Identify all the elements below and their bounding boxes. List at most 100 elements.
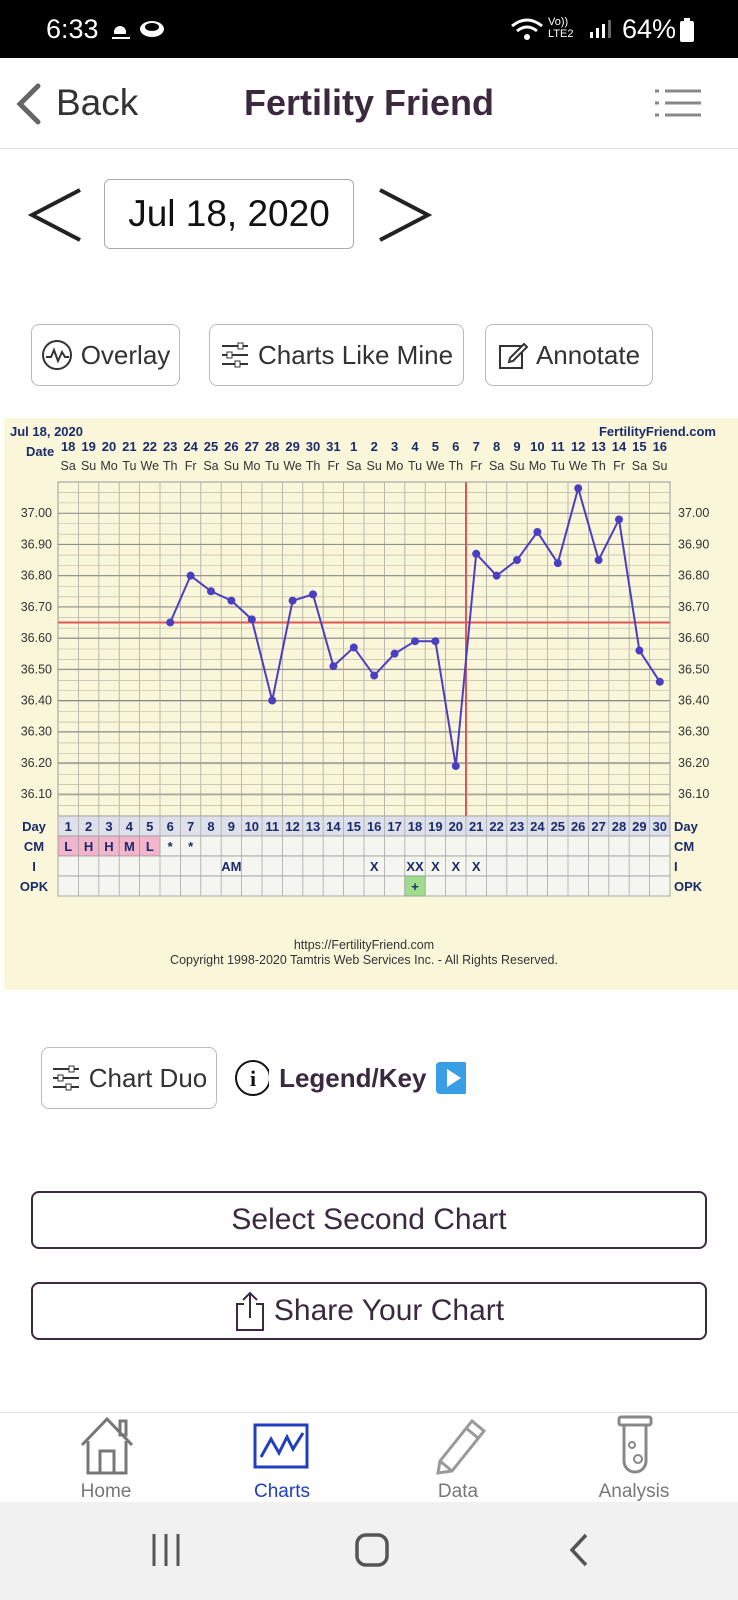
y-tick-label-right: 36.80 xyxy=(678,569,709,583)
row-cm-value: * xyxy=(188,839,194,854)
row-cm-value: L xyxy=(146,839,154,854)
prev-date-arrow-icon[interactable] xyxy=(28,186,84,244)
annotate-button[interactable]: Annotate xyxy=(485,324,653,386)
legend-key-link[interactable]: i Legend/Key xyxy=(234,1058,466,1098)
tab-analysis-label: Analysis xyxy=(598,1481,670,1502)
play-icon xyxy=(436,1062,466,1094)
weekday-label: Tu xyxy=(408,459,422,473)
row-cm-value: L xyxy=(64,839,72,854)
date-label: 29 xyxy=(285,439,299,454)
temperature-point xyxy=(492,571,501,580)
date-label: 24 xyxy=(183,439,198,454)
charts-like-mine-button[interactable]: Charts Like Mine xyxy=(209,324,464,386)
temperature-point xyxy=(207,587,215,596)
row-day-value: 6 xyxy=(167,819,174,834)
row-day-value: 29 xyxy=(632,819,646,834)
chart-duo-button[interactable]: Chart Duo xyxy=(41,1047,217,1109)
back-label: Back xyxy=(56,82,139,123)
date-label: 10 xyxy=(530,439,544,454)
y-tick-label-right: 36.10 xyxy=(678,787,709,801)
next-date-arrow-icon[interactable] xyxy=(376,186,432,244)
date-label: 20 xyxy=(102,439,116,454)
weekday-label: Fr xyxy=(613,459,625,473)
temperature-point xyxy=(635,646,644,655)
date-label: 5 xyxy=(432,439,439,454)
recents-icon[interactable] xyxy=(150,1532,184,1568)
temperature-point xyxy=(288,596,297,605)
y-tick-label-left: 36.60 xyxy=(21,631,52,645)
date-label: 12 xyxy=(571,439,585,454)
row-day-value: 24 xyxy=(530,819,545,834)
date-label: 26 xyxy=(224,439,238,454)
temperature-point xyxy=(451,762,460,771)
weekday-label: Fr xyxy=(470,459,482,473)
chart-duo-label: Chart Duo xyxy=(88,1062,208,1093)
weekday-label: Su xyxy=(367,459,382,473)
date-label: 3 xyxy=(391,439,398,454)
home-nav-icon[interactable] xyxy=(354,1532,390,1568)
row-day-value: 25 xyxy=(551,819,565,834)
weekday-label: Th xyxy=(591,459,606,473)
date-label: 21 xyxy=(122,439,136,454)
tab-analysis[interactable]: Analysis xyxy=(542,1413,726,1503)
row-day-value: 21 xyxy=(469,819,483,834)
date-label: 2 xyxy=(371,439,378,454)
row-day-value: 20 xyxy=(449,819,463,834)
row-day-value: 27 xyxy=(591,819,605,834)
back-nav-icon[interactable] xyxy=(564,1532,594,1568)
weekday-label: Sa xyxy=(632,459,647,473)
y-tick-label-left: 36.90 xyxy=(21,537,52,551)
network-label: Vo)) LTE2 xyxy=(548,16,574,40)
weekday-label: Sa xyxy=(346,459,361,473)
row-day-value: 3 xyxy=(105,819,112,834)
tab-data[interactable]: Data xyxy=(366,1413,550,1503)
weather-icons xyxy=(110,21,164,39)
date-label: 18 xyxy=(61,439,75,454)
date-label: 4 xyxy=(411,439,419,454)
weekday-label: Fr xyxy=(327,459,339,473)
weekday-label: Su xyxy=(81,459,96,473)
row-cm-value: * xyxy=(168,839,174,854)
row-label-left: CM xyxy=(24,839,44,854)
row-day-value: 4 xyxy=(126,819,134,834)
y-tick-label-right: 36.70 xyxy=(678,600,709,614)
weekday-label: We xyxy=(426,459,445,473)
share-chart-button[interactable]: Share Your Chart xyxy=(31,1282,707,1340)
weekday-label: Tu xyxy=(551,459,565,473)
y-tick-label-left: 37.00 xyxy=(21,506,52,520)
date-label: 11 xyxy=(551,439,565,454)
select-second-chart-button[interactable]: Select Second Chart xyxy=(31,1191,707,1249)
temperature-point xyxy=(655,677,664,686)
row-intercourse-value: XX xyxy=(406,859,424,874)
edit-icon xyxy=(498,342,528,369)
temperature-point xyxy=(513,556,521,565)
tab-charts[interactable]: Charts xyxy=(190,1413,374,1503)
menu-icon[interactable] xyxy=(655,88,701,118)
date-label: 9 xyxy=(513,439,520,454)
row-day-value: 13 xyxy=(306,819,320,834)
weekday-label: We xyxy=(569,459,588,473)
temperature-point xyxy=(574,484,583,493)
row-day-value: 19 xyxy=(428,819,442,834)
battery-percent: 64% xyxy=(622,14,677,44)
date-field[interactable]: Jul 18, 2020 xyxy=(104,179,354,249)
tab-home[interactable]: Home xyxy=(14,1413,198,1503)
row-label-left: OPK xyxy=(20,879,49,894)
row-day-value: 11 xyxy=(265,819,279,834)
overlay-button[interactable]: Overlay xyxy=(31,324,180,386)
bbt-chart: Jul 18, 2020 FertilityFriend.com Date 18 Sa 1… xyxy=(4,418,738,990)
info-icon: i xyxy=(235,1060,270,1096)
weekday-label: Th xyxy=(163,459,178,473)
date-label: 23 xyxy=(163,439,177,454)
test-tube-icon xyxy=(617,1415,653,1474)
temperature-point xyxy=(533,527,542,536)
row-cm-value: H xyxy=(104,839,113,854)
temperature-point xyxy=(431,637,440,646)
weekday-label: Tu xyxy=(265,459,279,473)
row-day-value: 22 xyxy=(489,819,503,834)
back-button[interactable]: Back xyxy=(10,68,140,138)
y-tick-label-right: 36.40 xyxy=(678,694,709,708)
row-intercourse-value: X xyxy=(370,859,379,874)
row-label-left: Day xyxy=(22,819,47,834)
pencil-icon xyxy=(436,1418,487,1475)
